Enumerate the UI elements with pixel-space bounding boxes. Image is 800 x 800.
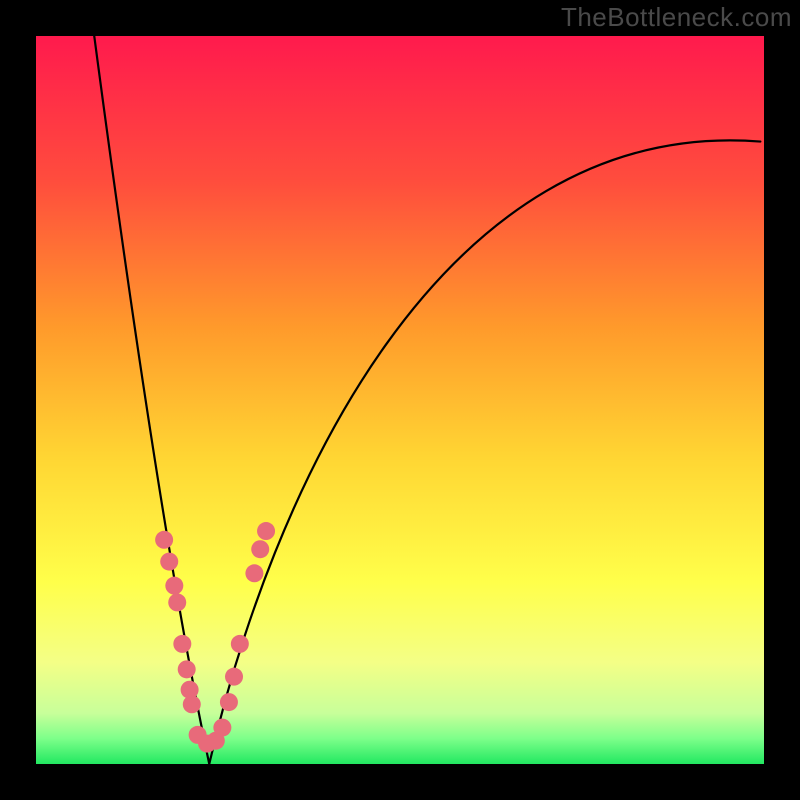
data-marker (155, 531, 173, 549)
data-marker (178, 660, 196, 678)
data-marker (183, 695, 201, 713)
data-marker (251, 540, 269, 558)
data-marker (220, 693, 238, 711)
data-marker (257, 522, 275, 540)
data-marker (165, 577, 183, 595)
data-marker (173, 635, 191, 653)
data-marker (245, 564, 263, 582)
chart-stage: TheBottleneck.com (0, 0, 800, 800)
data-marker (231, 635, 249, 653)
chart-svg (0, 0, 800, 800)
data-marker (225, 668, 243, 686)
watermark-text: TheBottleneck.com (561, 2, 792, 33)
data-marker (160, 553, 178, 571)
data-marker (168, 593, 186, 611)
data-marker (213, 719, 231, 737)
